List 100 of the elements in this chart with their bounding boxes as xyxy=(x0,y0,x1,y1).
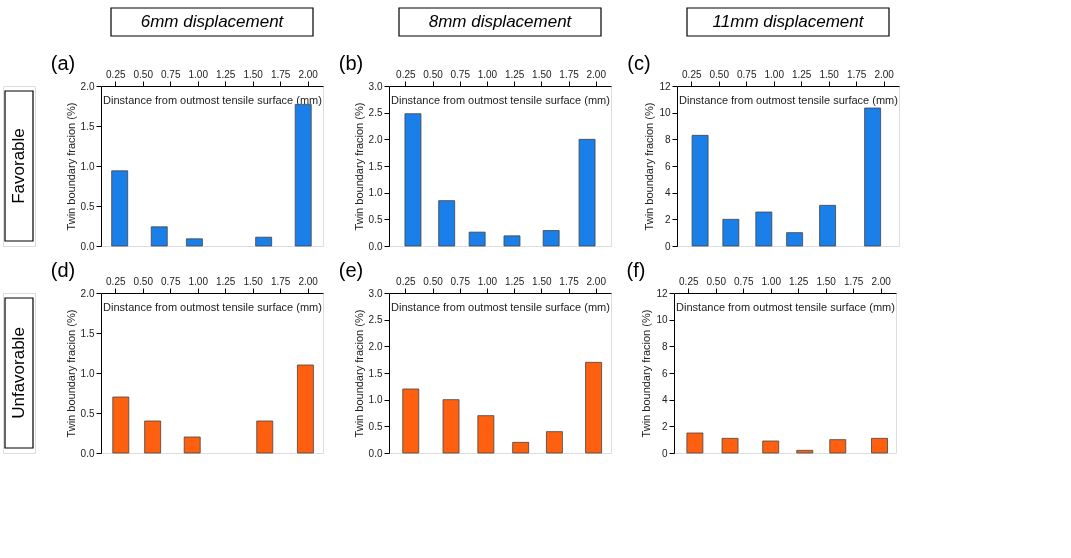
x-tick-label: 0.25 xyxy=(396,68,416,80)
x-axis-title: Dinstance from outmost tensile surface (mm) xyxy=(391,93,610,106)
x-tick-label: 1.50 xyxy=(532,68,553,80)
y-tick-label: 8 xyxy=(664,133,671,145)
bar xyxy=(722,218,740,247)
x-tick-label: 0.50 xyxy=(423,68,444,80)
x-tick-label: 0.50 xyxy=(423,275,444,287)
x-tick-label: 0.50 xyxy=(706,275,727,287)
y-axis-title: Twin boundary fracion (%) xyxy=(352,102,365,231)
x-tick-label: 1.50 xyxy=(243,275,264,287)
x-tick-label: 0.25 xyxy=(679,275,699,287)
x-tick-label: 0.25 xyxy=(106,68,126,80)
x-tick-label: 0.25 xyxy=(682,68,702,80)
chart-title: (a) xyxy=(50,52,76,74)
x-tick-label: 0.75 xyxy=(450,68,471,80)
y-tick-label: 0.5 xyxy=(80,200,95,212)
x-tick-label: 1.00 xyxy=(188,275,209,287)
x-tick-label: 2.00 xyxy=(874,68,895,80)
x-tick-label: 1.00 xyxy=(188,68,209,80)
bar xyxy=(112,396,130,454)
bar xyxy=(755,211,773,247)
x-tick-label: 1.25 xyxy=(215,68,236,80)
bar xyxy=(871,437,888,454)
y-tick-label: 0.0 xyxy=(80,447,95,459)
x-tick-label: 2.00 xyxy=(586,68,607,80)
bar xyxy=(150,226,168,247)
chart-title: (d) xyxy=(50,259,76,281)
x-tick-label: 0.50 xyxy=(133,68,154,80)
y-tick-label: 12 xyxy=(659,80,671,92)
x-axis-title: Dinstance from outmost tensile surface (mm) xyxy=(103,93,322,106)
y-tick-label: 2.0 xyxy=(368,133,383,145)
x-tick-label: 0.75 xyxy=(450,275,471,287)
y-tick-label: 4 xyxy=(661,394,668,406)
bar xyxy=(819,204,836,247)
bar xyxy=(442,399,460,454)
x-tick-label: 2.00 xyxy=(586,275,607,287)
y-tick-label: 1.5 xyxy=(368,160,383,172)
bar xyxy=(183,436,201,454)
x-tick-label: 1.25 xyxy=(791,68,812,80)
y-tick-label: 4 xyxy=(664,187,671,199)
y-tick-label: 1.5 xyxy=(368,367,383,379)
x-tick-label: 2.00 xyxy=(298,68,319,80)
x-tick-label: 0.75 xyxy=(161,275,181,287)
bar xyxy=(585,361,602,454)
y-tick-label: 0 xyxy=(661,447,668,459)
y-tick-label: 12 xyxy=(656,287,668,299)
x-tick-label: 1.50 xyxy=(532,275,553,287)
chart-title: (c) xyxy=(627,52,651,74)
bar xyxy=(503,235,521,247)
bar xyxy=(404,113,422,247)
x-tick-label: 2.00 xyxy=(298,275,319,287)
chart-title: (b) xyxy=(338,52,364,74)
y-tick-label: 1.0 xyxy=(368,187,383,199)
y-tick-label: 2.5 xyxy=(368,107,383,119)
bar xyxy=(721,437,739,454)
y-tick-label: 0.5 xyxy=(80,407,95,419)
x-axis-title: Dinstance from outmost tensile surface (mm) xyxy=(676,300,895,313)
y-tick-label: 6 xyxy=(661,367,668,379)
bar xyxy=(864,107,882,247)
y-tick-label: 10 xyxy=(656,314,668,326)
y-tick-label: 0.0 xyxy=(80,240,95,252)
y-tick-label: 2 xyxy=(664,213,671,225)
y-tick-label: 8 xyxy=(661,340,668,352)
bar xyxy=(796,449,814,454)
bar xyxy=(111,170,129,247)
x-axis-title: Dinstance from outmost tensile surface (mm) xyxy=(391,300,610,313)
x-axis-title: Dinstance from outmost tensile surface (mm) xyxy=(103,300,322,313)
x-tick-label: 1.25 xyxy=(788,275,809,287)
bar xyxy=(829,439,847,454)
y-axis-title: Twin boundary fracion (%) xyxy=(352,309,365,438)
bar xyxy=(402,388,420,454)
x-tick-label: 1.75 xyxy=(270,68,291,80)
x-tick-label: 0.75 xyxy=(734,275,754,287)
x-tick-label: 0.75 xyxy=(161,68,181,80)
bar xyxy=(294,104,312,247)
x-tick-label: 0.25 xyxy=(396,275,416,287)
x-tick-label: 1.25 xyxy=(504,275,525,287)
bar xyxy=(786,232,803,247)
y-tick-label: 3.0 xyxy=(368,287,383,299)
y-tick-label: 0.0 xyxy=(368,240,383,252)
x-tick-label: 1.75 xyxy=(270,275,291,287)
bar xyxy=(438,200,456,247)
x-tick-label: 1.25 xyxy=(215,275,236,287)
bar xyxy=(512,441,530,454)
x-axis-title: Dinstance from outmost tensile surface (mm) xyxy=(679,93,898,106)
bar xyxy=(542,230,560,247)
x-tick-label: 1.00 xyxy=(764,68,785,80)
bar xyxy=(477,415,495,454)
x-tick-label: 0.25 xyxy=(106,275,126,287)
bar xyxy=(144,420,162,454)
y-axis-title: Twin boundary fracion (%) xyxy=(64,309,77,438)
bar xyxy=(255,236,273,247)
y-tick-label: 1.0 xyxy=(80,367,95,379)
x-tick-label: 1.25 xyxy=(504,68,525,80)
bar xyxy=(468,231,486,247)
x-tick-label: 0.50 xyxy=(709,68,730,80)
y-tick-label: 1.5 xyxy=(80,327,95,339)
bar xyxy=(762,440,780,454)
x-tick-label: 1.50 xyxy=(816,275,837,287)
bar xyxy=(686,432,704,454)
